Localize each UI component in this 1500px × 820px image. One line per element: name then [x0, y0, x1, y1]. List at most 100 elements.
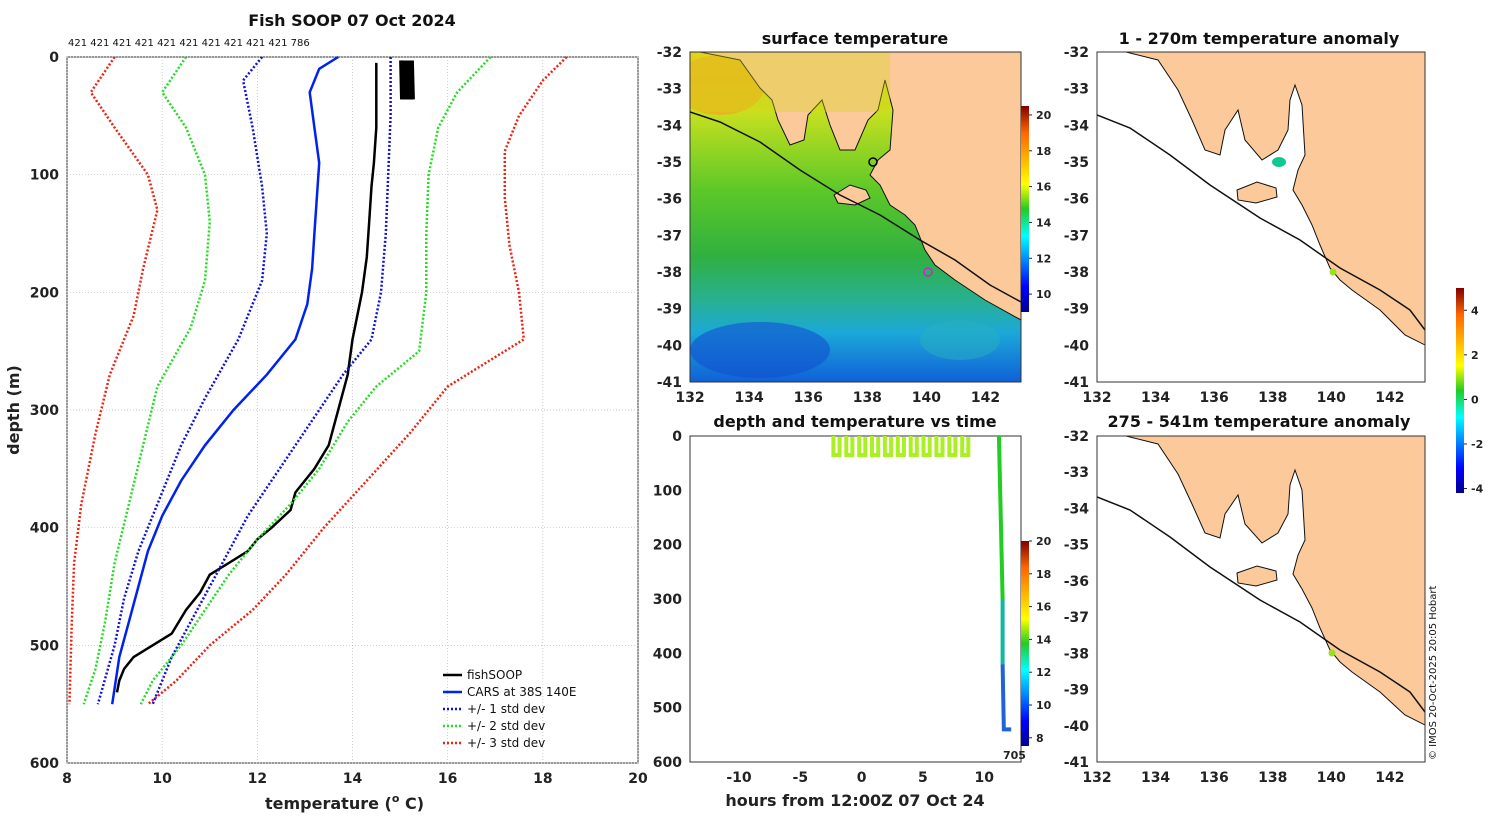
legend-fish: fishSOOP — [467, 668, 522, 682]
anom1-ytick: -40 — [1064, 338, 1090, 354]
legend-cars: CARS at 38S 140E — [467, 685, 576, 699]
anom2-ytick: -36 — [1064, 574, 1089, 590]
timeseries-shallow-cast — [908, 436, 919, 458]
timeseries-shallow-cast — [934, 436, 945, 458]
profile-ylabel: depth (m) — [4, 365, 23, 455]
legend-std1: +/- 1 std dev — [467, 702, 545, 716]
anom1-land — [1125, 52, 1425, 346]
anomaly-cbtick-label: 0 — [1471, 393, 1479, 406]
anom2-xtick: 142 — [1375, 770, 1404, 786]
timeseries-shallow-cast — [960, 436, 971, 458]
timeseries-shallow-cast — [870, 436, 881, 458]
timeseries-ytick: 600 — [653, 755, 682, 771]
anomaly-cbtick-label: -4 — [1471, 483, 1484, 496]
sst-ytick: -39 — [657, 302, 682, 318]
profile-series-4 — [139, 56, 492, 705]
sst-shelf-tint — [690, 52, 890, 112]
timeseries-ytick: 400 — [653, 646, 682, 662]
anom2-ytick: -40 — [1064, 719, 1090, 735]
profile-ytick: 0 — [49, 50, 59, 66]
timeseries-xtick: 10 — [974, 770, 994, 786]
sst-ytick: -32 — [657, 45, 682, 61]
sst-ytick: -34 — [657, 118, 683, 134]
anom1-xtick: 136 — [1200, 390, 1229, 406]
anom2-panel: 132 134 136 138 140 142 -32 -33 -34 -35 -36 -37 -38 -… — [1064, 412, 1426, 786]
profile-ytick: 600 — [30, 756, 59, 772]
sst-ytick: -40 — [657, 338, 683, 354]
sst-cold-patch — [690, 322, 830, 378]
timeseries-xtick: -5 — [793, 770, 809, 786]
anomaly-cbtick-label: 4 — [1471, 304, 1479, 317]
sst-map — [690, 52, 1021, 382]
profile-ytick: 500 — [30, 638, 59, 654]
sst-land — [690, 52, 1021, 321]
anom1-kangaroo-island — [1236, 181, 1278, 204]
profile-series-2 — [151, 57, 392, 705]
anom2-profile-point — [1328, 649, 1336, 657]
anom2-shelf-break — [1097, 496, 1425, 713]
anom2-xtick: 132 — [1082, 770, 1111, 786]
anom2-ytick: -32 — [1064, 429, 1089, 445]
anomaly-colorbar-ticks: -4 -2 0 2 4 — [1464, 304, 1484, 496]
sst-ticks: 132 134 136 138 140 142 -32 -33 -34 -35 -36 -37 -38 -… — [657, 45, 1000, 406]
anom2-ytick: -38 — [1064, 646, 1089, 662]
anomaly-colorbar — [1456, 288, 1464, 493]
profile-ytick: 100 — [30, 168, 59, 184]
timeseries-frame — [689, 435, 1022, 763]
profile-series-3 — [96, 56, 269, 705]
profile-xtick: 10 — [152, 771, 172, 787]
anom1-ticks: 132 134 136 138 140 142 -32 -33 -34 -35 -36 -37 -38 -… — [1064, 45, 1405, 406]
anom2-ytick: -37 — [1064, 610, 1089, 626]
sst-xtick: 134 — [734, 390, 763, 406]
profile-xtick: 8 — [62, 771, 72, 787]
timeseries-shallow-cast — [895, 436, 906, 458]
anom2-ticks: 132 134 136 138 140 142 -32 -33 -34 -35 -36 -37 -38 -… — [1064, 429, 1405, 786]
timeseries-ytick: 300 — [653, 592, 682, 608]
sst-vessel-track — [868, 157, 878, 167]
timeseries-colorbar — [1021, 541, 1029, 746]
anom1-xtick: 140 — [1317, 390, 1346, 406]
credit-text: © IMOS 20-Oct-2025 20:05 Hobart — [1428, 585, 1439, 760]
profile-series-0 — [115, 62, 378, 693]
sst-warm-patch — [690, 55, 765, 115]
profile-xtick: 16 — [438, 771, 457, 787]
anom1-xtick: 134 — [1141, 390, 1170, 406]
timeseries-xtick: 5 — [918, 770, 928, 786]
timeseries-xlabel: hours from 12:00Z 07 Oct 24 — [725, 791, 984, 810]
anom1-xtick: 138 — [1258, 390, 1287, 406]
sst-xtick: 142 — [971, 390, 1000, 406]
anom2-xtick: 140 — [1317, 770, 1346, 786]
timeseries-ytick: 500 — [653, 701, 682, 717]
timeseries-title: depth and temperature vs time — [713, 412, 996, 431]
anom1-shelf-break — [1097, 114, 1425, 331]
profile-xlabel: temperature (o C) — [265, 792, 424, 813]
anom1-profile-point — [1329, 268, 1337, 276]
sst-ytick: -35 — [657, 155, 682, 171]
profile-series-1 — [110, 55, 339, 705]
timeseries-cbtick-label: 18 — [1036, 568, 1051, 581]
profile-title: Fish SOOP 07 Oct 2024 — [248, 11, 456, 30]
sst-ytick: -38 — [657, 265, 682, 281]
anom1-ytick: -36 — [1064, 192, 1089, 208]
legend-std2: +/- 2 std dev — [467, 719, 545, 733]
sst-cbtick-label: 20 — [1036, 109, 1052, 122]
sst-cbtick-label: 12 — [1036, 252, 1051, 265]
timeseries-xtick: 0 — [857, 770, 867, 786]
sst-colorbar — [1021, 106, 1029, 312]
timeseries-cbtick-label: 12 — [1036, 666, 1051, 679]
anom1-ytick: -32 — [1064, 45, 1089, 61]
profile-xtick: 12 — [248, 771, 267, 787]
anom1-ytick: -41 — [1064, 375, 1089, 391]
timeseries-shallow-cast — [857, 436, 868, 458]
anomaly-cbtick-label: -2 — [1471, 438, 1483, 451]
profile-xtick: 14 — [343, 771, 363, 787]
anom1-frame — [1096, 51, 1426, 383]
profile-ytick: 300 — [30, 403, 59, 419]
profile-legend: fishSOOP CARS at 38S 140E +/- 1 std dev … — [443, 668, 576, 750]
anom2-xtick: 134 — [1141, 770, 1170, 786]
sst-panel: 132 134 136 138 140 142 -32 -33 -34 -35 -36 -37 -38 -… — [657, 29, 1052, 406]
anom1-xtick: 132 — [1082, 390, 1111, 406]
